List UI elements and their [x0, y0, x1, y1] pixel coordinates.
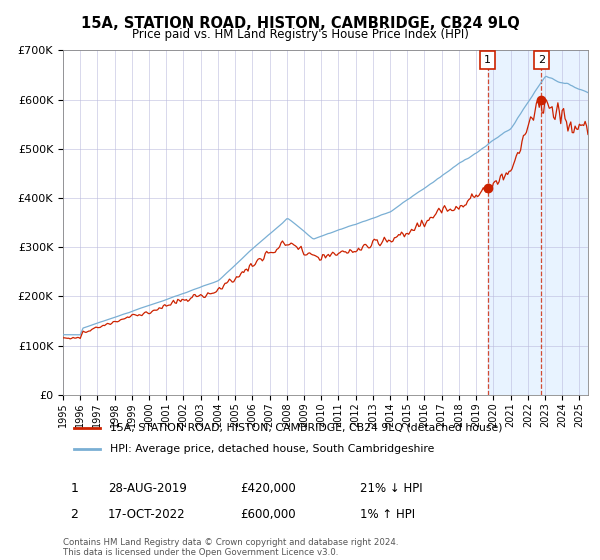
Text: £600,000: £600,000	[240, 507, 296, 521]
Text: 17-OCT-2022: 17-OCT-2022	[108, 507, 185, 521]
Bar	[488, 50, 588, 395]
Text: 1% ↑ HPI: 1% ↑ HPI	[360, 507, 415, 521]
Text: 2: 2	[70, 507, 79, 521]
Text: 28-AUG-2019: 28-AUG-2019	[108, 482, 187, 496]
Text: Contains HM Land Registry data © Crown copyright and database right 2024.
This d: Contains HM Land Registry data © Crown c…	[63, 538, 398, 557]
Text: £420,000: £420,000	[240, 482, 296, 496]
Text: 15A, STATION ROAD, HISTON, CAMBRIDGE, CB24 9LQ: 15A, STATION ROAD, HISTON, CAMBRIDGE, CB…	[80, 16, 520, 31]
Text: 2: 2	[538, 55, 545, 66]
Text: 1: 1	[484, 55, 491, 66]
Text: HPI: Average price, detached house, South Cambridgeshire: HPI: Average price, detached house, Sout…	[110, 444, 434, 454]
Text: Price paid vs. HM Land Registry's House Price Index (HPI): Price paid vs. HM Land Registry's House …	[131, 28, 469, 41]
Text: 21% ↓ HPI: 21% ↓ HPI	[360, 482, 422, 496]
Text: 1: 1	[70, 482, 79, 496]
Text: 15A, STATION ROAD, HISTON, CAMBRIDGE, CB24 9LQ (detached house): 15A, STATION ROAD, HISTON, CAMBRIDGE, CB…	[110, 423, 503, 432]
